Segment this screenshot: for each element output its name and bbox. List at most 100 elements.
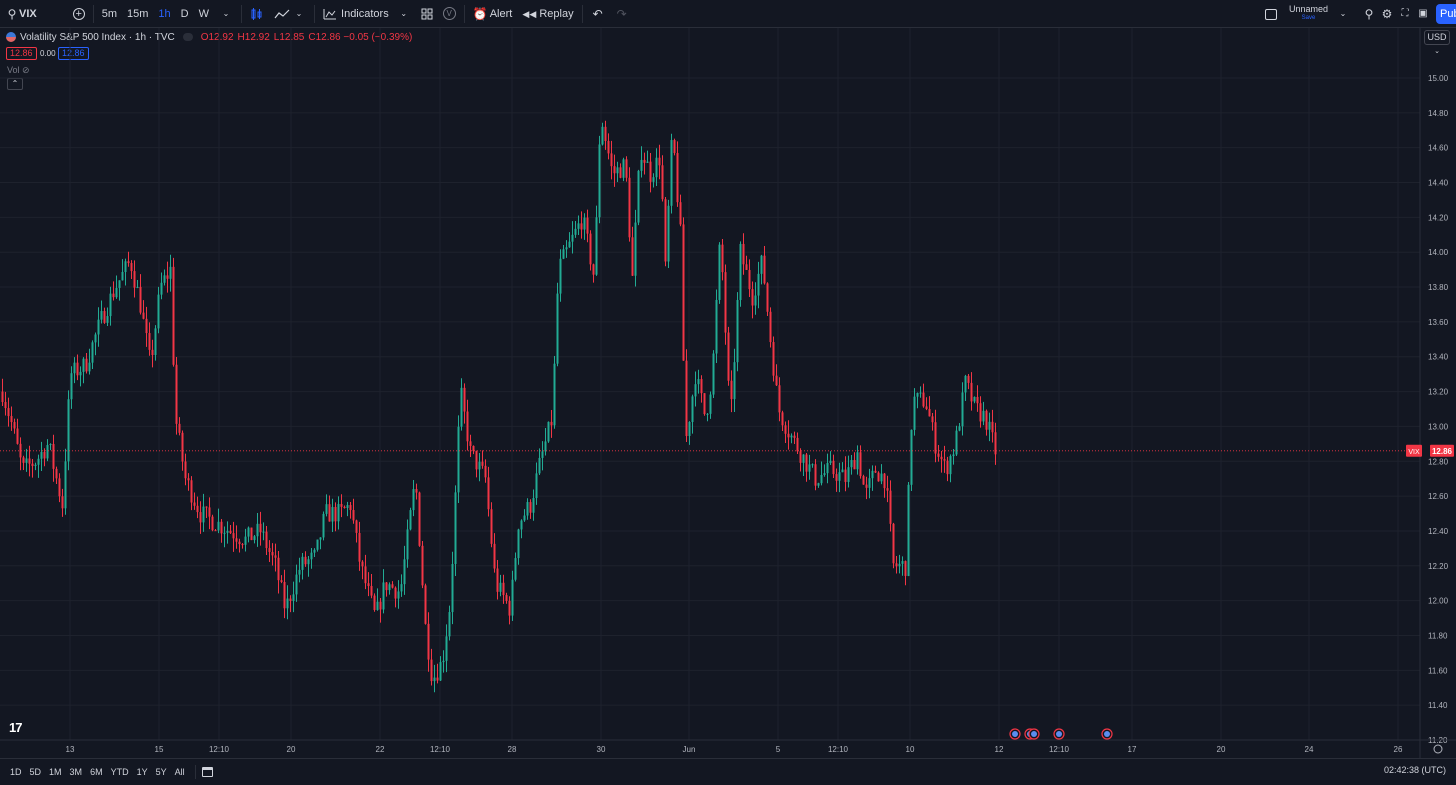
- candle-body: [226, 530, 229, 533]
- candle-body: [469, 441, 472, 446]
- sell-price[interactable]: 12.86: [6, 47, 37, 60]
- range-3m[interactable]: 3M: [69, 767, 83, 777]
- quick-search-icon[interactable]: ⚲: [1364, 7, 1374, 21]
- candle-body: [169, 266, 172, 279]
- candle-body: [31, 463, 34, 466]
- vwap-button[interactable]: V: [438, 0, 461, 28]
- candle-body: [253, 536, 256, 541]
- layout-square-icon[interactable]: [1264, 8, 1277, 20]
- collapse-legend-icon[interactable]: [182, 33, 193, 41]
- candle-body: [607, 140, 610, 154]
- candle-body: [958, 426, 961, 431]
- series-title[interactable]: Volatility S&P 500 Index · 1h · TVC: [20, 31, 175, 43]
- candle-body: [352, 510, 355, 521]
- range-5y[interactable]: 5Y: [155, 767, 167, 777]
- alert-button[interactable]: ⏰ Alert: [468, 0, 518, 28]
- candle-body: [859, 452, 862, 477]
- price-tick-label: 13.80: [1428, 283, 1449, 292]
- interval-1h[interactable]: 1h: [153, 0, 175, 28]
- line-tools-button[interactable]: ⌄: [269, 0, 311, 28]
- range-1d[interactable]: 1D: [10, 767, 22, 777]
- candle-body: [568, 241, 571, 248]
- redo-button[interactable]: ↷: [610, 0, 634, 28]
- chevron-down-icon[interactable]: ⌄: [1339, 9, 1347, 18]
- eye-off-icon[interactable]: ⊘: [22, 65, 30, 75]
- interval-5m[interactable]: 5m: [97, 0, 122, 28]
- candle-body: [976, 396, 979, 404]
- candle-body: [388, 584, 391, 591]
- candle-body: [892, 523, 895, 564]
- publish-button[interactable]: Pub: [1436, 4, 1456, 24]
- range-5d[interactable]: 5D: [29, 767, 42, 777]
- time-tick-label: 17: [1128, 745, 1137, 754]
- candle-body: [46, 444, 49, 459]
- range-6m[interactable]: 6M: [90, 767, 103, 777]
- buy-price[interactable]: 12.86: [58, 47, 89, 60]
- calendar-icon[interactable]: [201, 767, 213, 777]
- gear-icon[interactable]: ⚙: [1381, 7, 1393, 21]
- price-chart[interactable]: 15.00 14.80 14.60 14.40 14.20 14.00 13.80 13.60…: [0, 28, 1456, 758]
- chevron-down-icon: ⌄: [1434, 48, 1440, 55]
- candle-body: [91, 342, 94, 363]
- chart-grid: [0, 28, 1420, 741]
- time-tick-label: 12:10: [209, 745, 230, 754]
- candle-body: [199, 512, 202, 523]
- range-1y[interactable]: 1Y: [136, 767, 148, 777]
- time-tick-label: 12:10: [430, 745, 451, 754]
- candle-body: [373, 595, 376, 610]
- candle-body: [142, 312, 145, 319]
- candle-body: [295, 574, 298, 595]
- candles-chart-type-button[interactable]: [245, 0, 269, 28]
- currency-dropdown[interactable]: USD ⌄: [1424, 30, 1450, 55]
- candle-body: [424, 585, 427, 624]
- symbol-search[interactable]: ⚲ VIX: [0, 0, 42, 28]
- interval-dropdown[interactable]: ⌄: [214, 0, 238, 28]
- candle-body: [538, 457, 541, 474]
- candle-body: [61, 496, 64, 509]
- candle-body: [325, 504, 328, 514]
- candle-body: [661, 165, 664, 200]
- high-value: H12.92: [237, 31, 270, 43]
- candle-body: [421, 545, 424, 586]
- candle-body: [889, 490, 892, 524]
- interval-15m[interactable]: 15m: [122, 0, 153, 28]
- interval-d[interactable]: D: [176, 0, 194, 28]
- candle-body: [13, 422, 16, 429]
- indicators-button[interactable]: Indicators ⌄: [318, 0, 416, 28]
- candle-body: [730, 380, 733, 400]
- layout-name-button[interactable]: Unnamed Save: [1289, 5, 1328, 23]
- candle-body: [382, 582, 385, 610]
- range-1m[interactable]: 1M: [49, 767, 62, 777]
- candle-body: [637, 170, 640, 223]
- range-all[interactable]: All: [174, 767, 185, 777]
- tradingview-logo[interactable]: 17: [9, 720, 23, 735]
- candle-body: [808, 464, 811, 472]
- candle-body: [184, 461, 187, 479]
- candle-body: [124, 261, 127, 272]
- candle-body: [874, 470, 877, 473]
- candle-body: [94, 334, 97, 343]
- candle-body: [970, 382, 973, 402]
- candle-body: [739, 243, 742, 301]
- interval-w[interactable]: W: [194, 0, 214, 28]
- fullscreen-icon[interactable]: ⛶: [1401, 8, 1409, 19]
- candle-body: [301, 556, 304, 570]
- replay-button[interactable]: ◀◀ Replay: [517, 0, 578, 28]
- camera-icon[interactable]: ▣: [1418, 8, 1428, 19]
- candle-body: [694, 384, 697, 397]
- compare-button[interactable]: +: [68, 0, 90, 28]
- templates-button[interactable]: [416, 0, 438, 28]
- utc-clock[interactable]: 02:42:38 (UTC): [1383, 765, 1446, 775]
- candle-body: [589, 233, 592, 265]
- price-tick-label: 14.00: [1428, 248, 1449, 257]
- candle-body: [766, 283, 769, 312]
- candle-body: [703, 393, 706, 415]
- candle-body: [187, 478, 190, 481]
- candle-body: [685, 360, 688, 437]
- range-ytd[interactable]: YTD: [110, 767, 129, 777]
- undo-button[interactable]: ↶: [586, 0, 610, 28]
- candle-body: [763, 255, 766, 284]
- candle-body: [316, 539, 319, 550]
- candle-body: [430, 659, 433, 682]
- candle-body: [979, 403, 982, 422]
